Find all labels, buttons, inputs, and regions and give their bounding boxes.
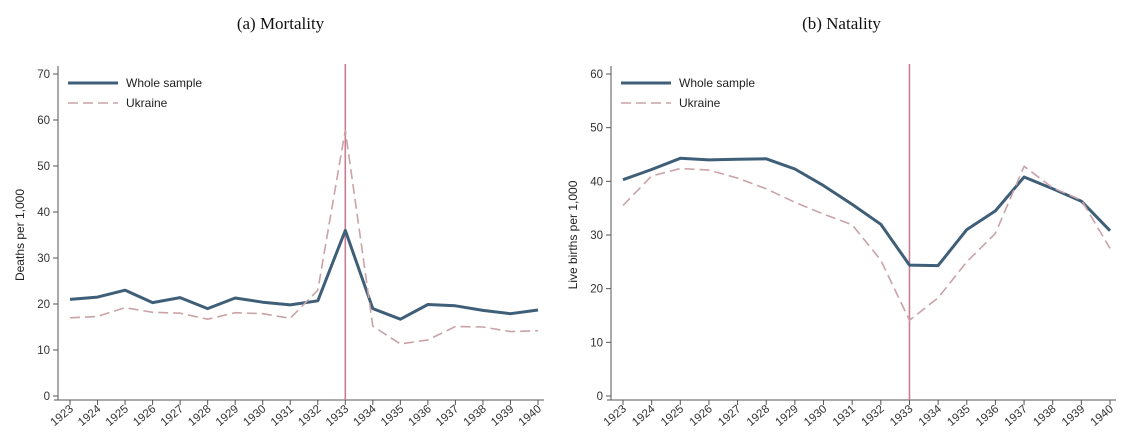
natality-panel: (b) Natality 0 10 20 30 40 50 60 Live births pe… bbox=[561, 0, 1122, 437]
mortality-x-tick-label: 1933 bbox=[324, 403, 351, 429]
mortality-legend-label: Ukraine bbox=[126, 96, 168, 110]
mortality-x-tick-label: 1937 bbox=[434, 403, 461, 429]
mortality-x-tick-label: 1929 bbox=[214, 403, 241, 429]
natality-series-whole-sample-line bbox=[622, 156, 1112, 268]
natality-y-tick-label: 10 bbox=[590, 337, 603, 349]
natality-x-tick-label: 1932 bbox=[859, 403, 886, 429]
mortality-y-tick-label: 40 bbox=[37, 207, 50, 219]
natality-x-tick-label: 1938 bbox=[1031, 403, 1058, 429]
mortality-y-tick-label: 10 bbox=[37, 345, 50, 357]
natality-x-tick-label: 1930 bbox=[802, 403, 829, 429]
natality-series-ukraine-line bbox=[622, 165, 1111, 322]
natality-y-tick-label: 40 bbox=[590, 176, 603, 188]
mortality-y-tick-label: 30 bbox=[37, 253, 50, 265]
mortality-x-tick-label: 1925 bbox=[104, 403, 131, 429]
mortality-x-tick-label: 1928 bbox=[186, 403, 213, 429]
natality-x-tick-label: 1929 bbox=[773, 403, 800, 429]
mortality-y-tick-label: 50 bbox=[37, 161, 50, 173]
natality-x-tick-label: 1940 bbox=[1089, 403, 1116, 429]
natality-y-tick-label: 0 bbox=[597, 391, 603, 403]
mortality-series-whole-sample-line bbox=[69, 228, 539, 321]
mortality-y-tick-label: 20 bbox=[37, 299, 50, 311]
natality-x-tick-label: 1934 bbox=[917, 403, 945, 429]
natality-x-tick-label: 1928 bbox=[745, 403, 772, 429]
mortality-x-tick-label: 1940 bbox=[517, 403, 544, 429]
natality-x-tick-label: 1937 bbox=[1003, 403, 1030, 429]
natality-legend-label: Whole sample bbox=[679, 76, 755, 90]
mortality-x-tick-label: 1931 bbox=[269, 403, 296, 429]
natality-y-axis-title: Live births per 1,000 bbox=[566, 180, 580, 289]
mortality-x-tick-label: 1939 bbox=[489, 403, 516, 429]
natality-x-tick-label: 1925 bbox=[659, 403, 686, 429]
natality-x-tick-label: 1933 bbox=[888, 403, 915, 429]
mortality-x-tick-label: 1924 bbox=[76, 403, 104, 429]
mortality-caption: (a) Mortality bbox=[236, 14, 325, 33]
natality-legend-label: Ukraine bbox=[679, 96, 721, 110]
natality-x-tick-label: 1923 bbox=[602, 403, 629, 429]
natality-y-tick-label: 60 bbox=[590, 69, 603, 81]
mortality-x-tick-label: 1927 bbox=[159, 403, 186, 429]
mortality-x-tick-label: 1926 bbox=[131, 403, 158, 429]
mortality-x-tick-label: 1923 bbox=[49, 403, 76, 429]
natality-y-tick-label: 50 bbox=[590, 123, 603, 135]
natality-x-tick-label: 1936 bbox=[974, 403, 1001, 429]
natality-caption: (b) Natality bbox=[802, 14, 881, 33]
natality-y-tick-label: 20 bbox=[590, 284, 603, 296]
mortality-y-tick-label: 70 bbox=[37, 69, 50, 81]
mortality-y-axis-title: Deaths per 1,000 bbox=[13, 189, 27, 281]
mortality-x-tick-label: 1934 bbox=[351, 403, 379, 429]
mortality-x-tick-label: 1936 bbox=[406, 403, 433, 429]
natality-y-tick-label: 30 bbox=[590, 230, 603, 242]
natality-x-tick-label: 1927 bbox=[716, 403, 743, 429]
mortality-x-tick-label: 1938 bbox=[462, 403, 489, 429]
mortality-x-tick-label: 1935 bbox=[379, 403, 406, 429]
natality-x-tick-label: 1926 bbox=[688, 403, 715, 429]
mortality-series-ukraine-line bbox=[69, 129, 539, 345]
mortality-x-tick-label: 1932 bbox=[296, 403, 323, 429]
mortality-y-tick-label: 60 bbox=[37, 115, 50, 127]
natality-x-tick-label: 1924 bbox=[630, 403, 658, 429]
mortality-panel: (a) Mortality 0 10 20 30 40 50 60 70 Deaths per … bbox=[13, 14, 544, 429]
natality-x-tick-label: 1935 bbox=[945, 403, 972, 429]
natality-x-tick-label: 1931 bbox=[831, 403, 858, 429]
natality-x-tick-label: 1939 bbox=[1060, 403, 1087, 429]
mortality-y-tick-label: 0 bbox=[44, 391, 50, 403]
mortality-legend-label: Whole sample bbox=[126, 76, 202, 90]
mortality-x-tick-label: 1930 bbox=[241, 403, 268, 429]
